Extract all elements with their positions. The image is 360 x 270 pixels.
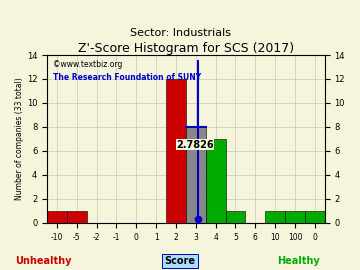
Text: Unhealthy: Unhealthy <box>15 256 71 266</box>
Bar <box>166 79 186 223</box>
Bar <box>67 211 87 223</box>
Text: The Research Foundation of SUNY: The Research Foundation of SUNY <box>53 73 201 82</box>
Bar <box>285 211 305 223</box>
Y-axis label: Number of companies (33 total): Number of companies (33 total) <box>15 77 24 200</box>
Bar <box>186 127 206 223</box>
Text: ©www.textbiz.org: ©www.textbiz.org <box>53 60 122 69</box>
Text: 2.7826: 2.7826 <box>176 140 213 150</box>
Text: Sector: Industrials: Sector: Industrials <box>130 28 230 38</box>
Text: Healthy: Healthy <box>278 256 320 266</box>
Bar <box>206 139 226 223</box>
Bar <box>265 211 285 223</box>
Bar <box>226 211 246 223</box>
Bar <box>47 211 67 223</box>
Text: Score: Score <box>165 256 195 266</box>
Bar <box>305 211 325 223</box>
Title: Z'-Score Histogram for SCS (2017): Z'-Score Histogram for SCS (2017) <box>78 42 294 55</box>
